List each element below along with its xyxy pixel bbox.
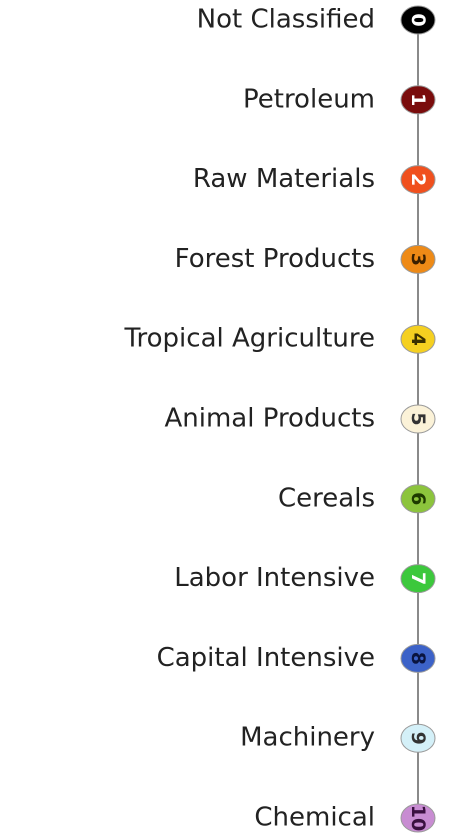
legend-item: Not Classified 0 — [197, 5, 436, 35]
item-label: Machinery — [240, 723, 375, 753]
item-number: 9 — [407, 732, 429, 745]
item-number: 1 — [407, 93, 429, 106]
item-number: 10 — [407, 805, 429, 831]
legend-item: Forest Products 3 — [175, 244, 436, 274]
item-label: Not Classified — [197, 5, 375, 35]
legend-item: Animal Products 5 — [164, 404, 436, 434]
item-number: 3 — [407, 253, 429, 266]
item-badge — [400, 803, 436, 833]
item-label: Petroleum — [243, 84, 375, 114]
item-badge — [400, 643, 436, 673]
legend-item: Machinery 9 — [240, 723, 436, 753]
item-label: Forest Products — [175, 244, 375, 274]
item-number: 0 — [407, 13, 429, 26]
item-label: Chemical — [254, 803, 375, 833]
item-label: Labor Intensive — [174, 563, 375, 593]
item-label: Tropical Agriculture — [123, 324, 375, 354]
item-number: 4 — [407, 333, 429, 346]
item-badge — [400, 165, 436, 195]
item-badge — [400, 244, 436, 274]
legend-item: Cereals 6 — [278, 483, 436, 514]
item-number: 5 — [407, 412, 429, 425]
item-number: 7 — [407, 572, 429, 585]
item-badge — [400, 564, 436, 594]
legend-item: Chemical 10 — [254, 803, 436, 833]
item-label: Cereals — [278, 483, 375, 513]
item-label: Raw Materials — [193, 164, 375, 194]
item-badge — [400, 5, 436, 35]
item-badge — [400, 85, 436, 115]
legend-item: Tropical Agriculture 4 — [123, 324, 436, 354]
item-number: 6 — [407, 492, 429, 505]
item-label: Animal Products — [164, 404, 375, 434]
item-badge — [400, 404, 436, 434]
item-badge — [400, 484, 436, 514]
item-number: 2 — [407, 173, 429, 186]
item-label: Capital Intensive — [157, 643, 375, 673]
legend-item: Capital Intensive 8 — [157, 643, 436, 673]
item-badge — [400, 723, 436, 753]
legend-item: Raw Materials 2 — [193, 164, 436, 195]
legend-item: Petroleum 1 — [243, 84, 436, 115]
item-number: 8 — [407, 652, 429, 665]
legend-item: Labor Intensive 7 — [174, 563, 436, 594]
item-badge — [400, 324, 436, 354]
